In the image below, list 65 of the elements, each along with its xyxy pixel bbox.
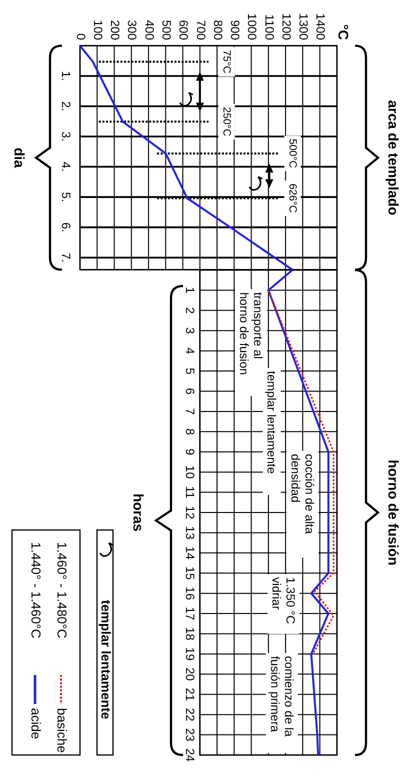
x-tick-label: 400	[142, 20, 156, 40]
annotation: cocción de alta densidad	[288, 454, 316, 534]
annotation: templar lentamente	[264, 371, 279, 474]
ref-line-label: 626°C	[286, 184, 298, 214]
x-tick-label: 1200	[279, 13, 294, 40]
x-tick-label: 300	[125, 20, 140, 40]
y-tick-label: 15	[182, 566, 197, 580]
ref-line-label: 250°C	[220, 107, 232, 137]
y-tick-label: 1	[182, 286, 197, 294]
x-tick-label: 1000	[245, 13, 260, 40]
x-tick-label: 600	[176, 20, 191, 40]
y-tick-label: 7	[182, 408, 197, 416]
annotation: comienzo de la fusión primera	[268, 656, 296, 738]
x-tick-label: 1300	[296, 13, 311, 40]
y-tick-label: 13	[182, 526, 197, 540]
ref-line-label: 500°C	[286, 138, 298, 169]
y-axis-title: horas	[130, 493, 146, 532]
ref-line-label: 75°C	[220, 50, 232, 74]
y-tick-label: 4	[182, 347, 197, 354]
y-tick-label: 17	[182, 606, 197, 621]
x-tick-label: 900	[228, 20, 242, 40]
y-tick-label: 12	[182, 506, 197, 520]
y-tick-label: 24	[182, 748, 197, 762]
text: 1.460° - 1.480°C	[54, 542, 70, 638]
y-tick-label: 18	[182, 627, 197, 641]
x-tick-label: 1400	[314, 13, 328, 40]
y-tick-label: 16	[182, 586, 197, 600]
x-tick-label: 1100	[262, 14, 276, 40]
y-tick-label: 19	[182, 647, 197, 661]
y-tick-label: 10	[182, 465, 197, 480]
annotation: transporte al horno de fusion	[237, 292, 266, 375]
x-tick-label: 100	[90, 20, 105, 40]
y-tick-label: 2.	[58, 101, 73, 112]
legend-label: basiche	[54, 708, 70, 753]
y-tick-label: 9	[182, 448, 197, 456]
y-tick-label: 6.	[58, 222, 73, 232]
y-tick-label: 22	[182, 708, 197, 722]
y-tick-label: 6	[182, 388, 197, 395]
y-tick-label: 1.	[58, 70, 73, 81]
y-axis-title: dia	[11, 148, 28, 168]
x-tick-label: 700	[194, 20, 208, 40]
text: 1.440° - 1.460°C	[28, 542, 44, 638]
y-tick-label: 2	[182, 307, 197, 314]
x-tick-label: 200	[108, 20, 122, 40]
x-tick-label: 500	[159, 20, 174, 40]
y-tick-label: 3	[182, 327, 197, 334]
y-tick-label: 7.	[58, 252, 73, 263]
y-tick-label: 5	[182, 368, 197, 375]
x-tick-label: 800	[210, 20, 225, 40]
text: °C	[335, 24, 352, 40]
text: horno de fusión	[385, 460, 402, 566]
legend-label: acide	[28, 708, 44, 740]
y-tick-label: 23	[182, 728, 197, 742]
annotation: 1.350 °C vidriar	[270, 577, 298, 624]
y-tick-label: 4.	[58, 162, 73, 172]
text: templar lentamente	[98, 600, 114, 720]
y-tick-label: 20	[182, 667, 197, 682]
y-tick-label: 21	[182, 688, 197, 702]
text: arca de templado	[385, 100, 402, 216]
y-tick-label: 3.	[58, 132, 73, 142]
y-tick-label: 11	[182, 486, 197, 499]
x-tick-label: 0	[74, 33, 88, 40]
y-tick-label: 5.	[58, 192, 73, 202]
y-tick-label: 14	[182, 546, 197, 560]
y-tick-label: 8	[182, 428, 197, 436]
